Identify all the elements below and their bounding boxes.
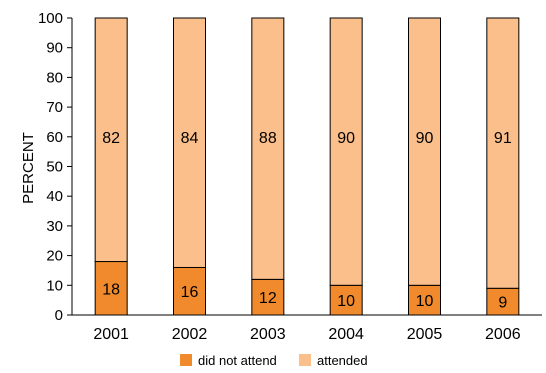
data-label: 91 (494, 130, 512, 147)
x-axis-ticks: 2001 2002 2003 2004 2005 2006 (93, 326, 520, 343)
x-tick-label: 2004 (328, 326, 364, 343)
bar-segment-attended-2006 (486, 17, 520, 289)
legend-swatch (180, 354, 192, 366)
data-label: 10 (416, 293, 434, 310)
y-axis-label: PERCENT (20, 132, 37, 204)
legend-swatch (299, 354, 311, 366)
x-tick-label: 2003 (250, 326, 286, 343)
legend: did not attend attended (180, 353, 368, 368)
x-tick-label: 2006 (485, 326, 521, 343)
x-tick-label: 2002 (172, 326, 208, 343)
y-tick-label: 20 (46, 248, 63, 265)
bars-group (94, 17, 520, 316)
y-tick-label: 50 (46, 159, 63, 176)
data-label: 84 (181, 130, 199, 147)
bar-segment-attended-2001 (94, 17, 128, 263)
y-tick-label: 80 (46, 69, 63, 86)
y-tick-label: 0 (55, 307, 63, 324)
bar-segment-attended-2005 (408, 17, 441, 286)
y-axis-ticks: 0 10 20 30 40 50 60 70 80 90 100 (38, 10, 72, 324)
y-tick-label: 10 (46, 277, 63, 294)
y-tick-label: 60 (46, 129, 63, 146)
bar-segment-did-not-attend-2001 (94, 261, 128, 316)
y-tick-label: 40 (46, 188, 63, 205)
legend-label: attended (317, 353, 368, 368)
legend-label: did not attend (198, 353, 277, 368)
bar-segment-attended-2002 (173, 17, 206, 268)
data-label: 16 (181, 284, 199, 301)
y-tick-label: 70 (46, 99, 63, 116)
bar-segment-attended-2003 (251, 17, 285, 280)
data-label: 90 (337, 130, 355, 147)
y-tick-label: 30 (46, 218, 63, 235)
data-label: 12 (259, 290, 277, 307)
y-tick-label: 100 (38, 10, 63, 27)
bar-segment-attended-2004 (329, 17, 363, 286)
data-label: 90 (416, 130, 434, 147)
x-tick-label: 2005 (407, 326, 443, 343)
data-labels-group: 18 82 16 84 12 88 10 90 10 90 9 91 (102, 130, 512, 312)
data-label: 82 (102, 130, 120, 147)
data-label: 9 (498, 295, 507, 312)
bar-segment-did-not-attend-2002 (173, 266, 206, 316)
y-tick-label: 90 (46, 40, 63, 57)
data-label: 88 (259, 130, 277, 147)
data-label: 10 (337, 293, 355, 310)
x-tick-label: 2001 (93, 326, 129, 343)
data-label: 18 (102, 281, 120, 298)
bar-segment-did-not-attend-2003 (251, 278, 285, 316)
